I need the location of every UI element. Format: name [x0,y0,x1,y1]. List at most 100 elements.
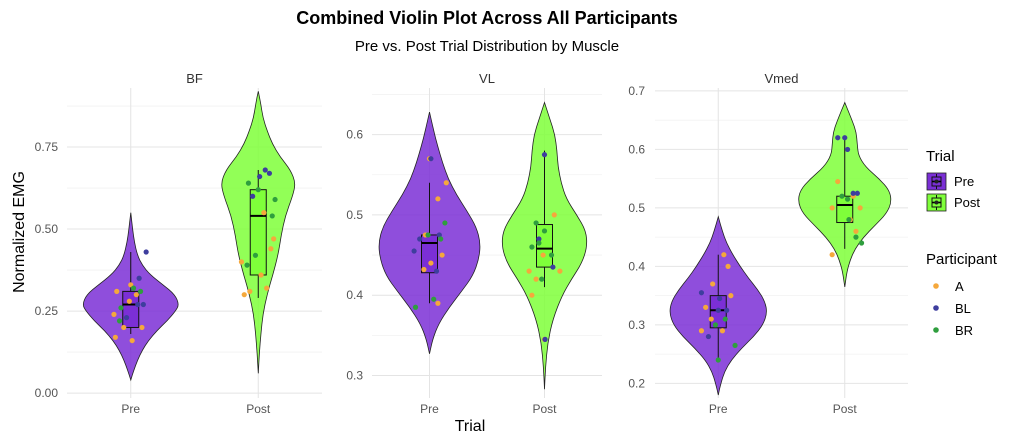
panels: 0.00 0.25 0.50 0.75 Pre Post BF 0.3 0.4 0.5 0.6 Pre… [35,71,908,416]
group-post [501,101,588,390]
point-bl [262,167,268,173]
point-br [412,304,419,310]
point-bl [842,135,848,141]
point-br [715,357,721,363]
point-a [261,210,267,216]
point-a [540,252,546,258]
group-pre [378,112,481,354]
point-br [137,288,144,294]
point-br [245,180,252,186]
point-a [264,285,270,291]
point-a [708,316,714,322]
point-a [721,252,727,258]
point-br [130,285,137,291]
point-bl [140,301,146,308]
x-tick-label: Post [532,402,557,416]
group-pre [82,212,179,382]
panel-strip-label: VL [479,71,495,86]
point-bl [698,290,705,296]
point-br [244,262,250,268]
y-tick-label: 0.7 [628,84,645,98]
point-br [425,232,431,238]
point-a [529,292,535,298]
point-br [529,244,535,250]
point-br [431,296,437,302]
box-post [536,224,553,268]
point-br [252,252,259,258]
point-bl [705,333,712,340]
point-bl [257,173,263,180]
legend-swatch-point [934,200,939,205]
point-br [548,252,555,258]
point-a [421,266,427,273]
y-tick-label: 0.75 [35,140,59,154]
x-tick-label: Post [246,402,271,416]
y-tick-label: 0.6 [628,142,645,156]
y-tick-label: 0.00 [35,386,59,400]
point-a [428,260,434,266]
legend-trial-title: Trial [926,148,955,165]
legend-trial-label: Post [954,195,980,210]
y-tick-label: 0.5 [628,201,645,215]
point-br [858,240,865,246]
legend-participant-dot [933,327,939,333]
point-a [435,300,441,306]
point-a [258,272,264,278]
point-a [133,292,139,298]
point-a [835,178,841,185]
point-bl [143,249,149,255]
x-tick-label: Pre [709,402,728,416]
panel-bf: 0.00 0.25 0.50 0.75 Pre Post BF [35,71,322,416]
point-a [247,288,253,294]
point-a [857,205,863,211]
point-a [139,324,145,331]
legend-trial-key-pre [926,172,947,191]
point-a [557,268,563,274]
point-a [268,246,274,252]
point-bl [541,152,548,158]
group-pre [669,215,767,396]
point-a [703,304,709,310]
point-br [255,187,261,193]
point-bl [850,190,856,196]
y-tick-label: 0.3 [346,369,363,383]
point-br [853,234,859,240]
x-tick-label: Pre [121,402,140,416]
point-bl [715,307,721,313]
point-br [536,240,542,246]
point-bl [433,268,440,274]
point-a [551,212,557,218]
point-a [829,205,835,211]
point-a [443,180,449,186]
legend-trial-label: Pre [954,174,974,189]
point-a [698,328,705,334]
point-a [114,288,120,294]
point-bl [542,336,548,342]
legend-participant-label: BR [955,323,973,338]
point-bl [854,190,860,196]
panel-vl: 0.3 0.4 0.5 0.6 Pre Post VL [346,71,602,416]
point-br [846,217,852,223]
legend-participant-dot [933,305,939,311]
legends: Trial Pre Post Participant A BL BR [926,148,998,338]
point-a [725,263,731,269]
point-bl [844,146,851,153]
legend-swatch-point [934,179,939,184]
legend-trial-key-post [926,193,947,212]
point-a [719,328,726,334]
point-a [533,276,539,282]
point-bl [550,264,556,270]
point-br [541,228,548,234]
point-a [129,337,135,344]
point-a [238,259,245,265]
point-br [118,305,124,311]
point-a [112,334,118,340]
x-tick-label: Post [833,402,858,416]
point-a [526,268,532,274]
point-br [533,220,539,226]
box-post [249,189,267,276]
point-br [438,236,444,242]
point-a [829,252,835,258]
point-br [272,196,278,203]
